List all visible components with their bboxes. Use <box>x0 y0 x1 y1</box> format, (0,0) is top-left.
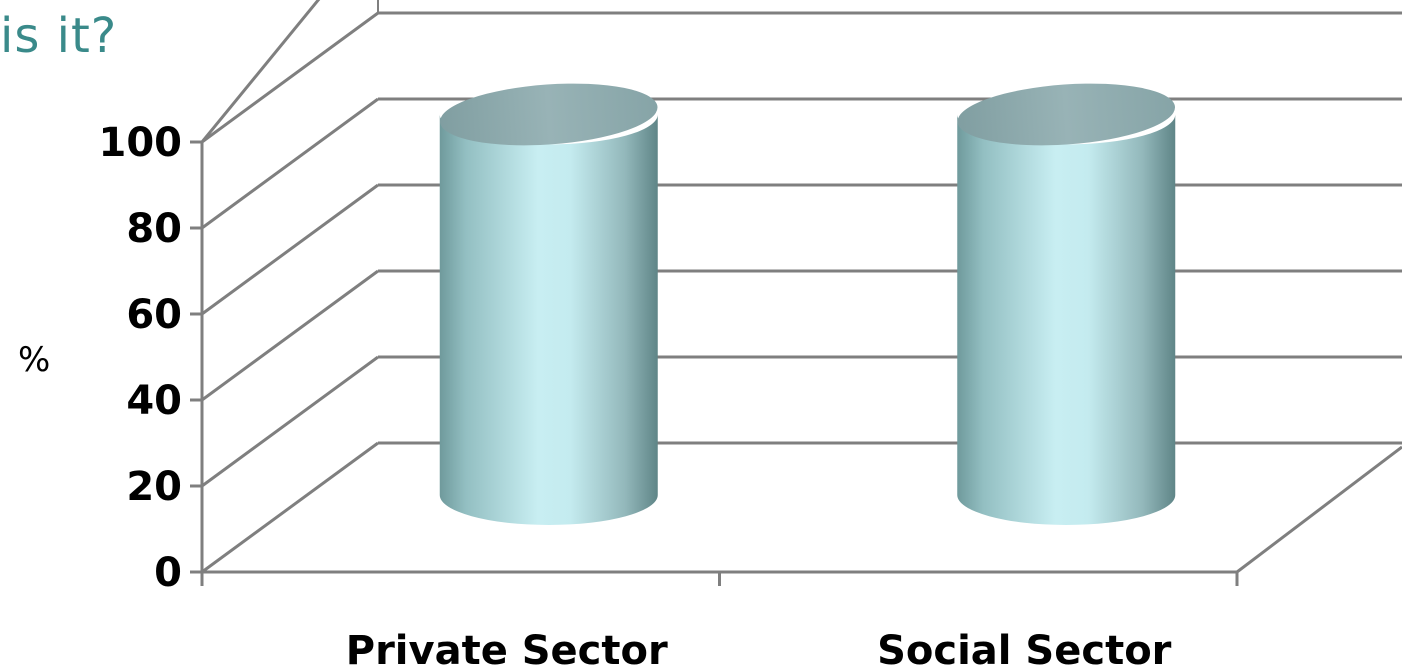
gridline-wall-top <box>200 0 321 143</box>
x-category-label-2: Social Sector <box>877 628 1172 670</box>
bar-2 <box>957 83 1176 525</box>
y-tick-label-40: 40 <box>126 378 182 424</box>
x-category-label-1: Private Sector <box>346 628 668 670</box>
gridline-wall-0 <box>201 441 379 574</box>
bars-layer <box>439 83 1176 525</box>
grid-layer <box>200 0 1402 574</box>
gridline-wall-80 <box>201 97 379 230</box>
y-tick-label-20: 20 <box>126 464 182 510</box>
bar-body-2 <box>957 114 1176 525</box>
gridline-wall-20 <box>201 355 379 488</box>
gridline-wall-40 <box>201 269 379 402</box>
y-tick-label-60: 60 <box>126 292 182 338</box>
bar-1 <box>439 83 658 525</box>
y-tick-label-100: 100 <box>99 120 183 166</box>
bar-body-1 <box>439 114 658 525</box>
y-tick-label-0: 0 <box>154 550 182 596</box>
title-fragment: is it? <box>0 8 118 64</box>
gridline-wall-60 <box>201 183 379 316</box>
bar-top-2 <box>957 83 1176 146</box>
bar-top-1 <box>439 83 658 146</box>
axis-layer <box>190 140 1239 586</box>
y-tick-label-80: 80 <box>126 206 182 252</box>
gridline-wall-100 <box>201 11 379 144</box>
labels-layer: 0 20 40 60 80 100 Private Sector Social Sector <box>99 120 1172 670</box>
floor-right-edge <box>1236 445 1402 574</box>
y-axis-label: % <box>18 340 51 380</box>
